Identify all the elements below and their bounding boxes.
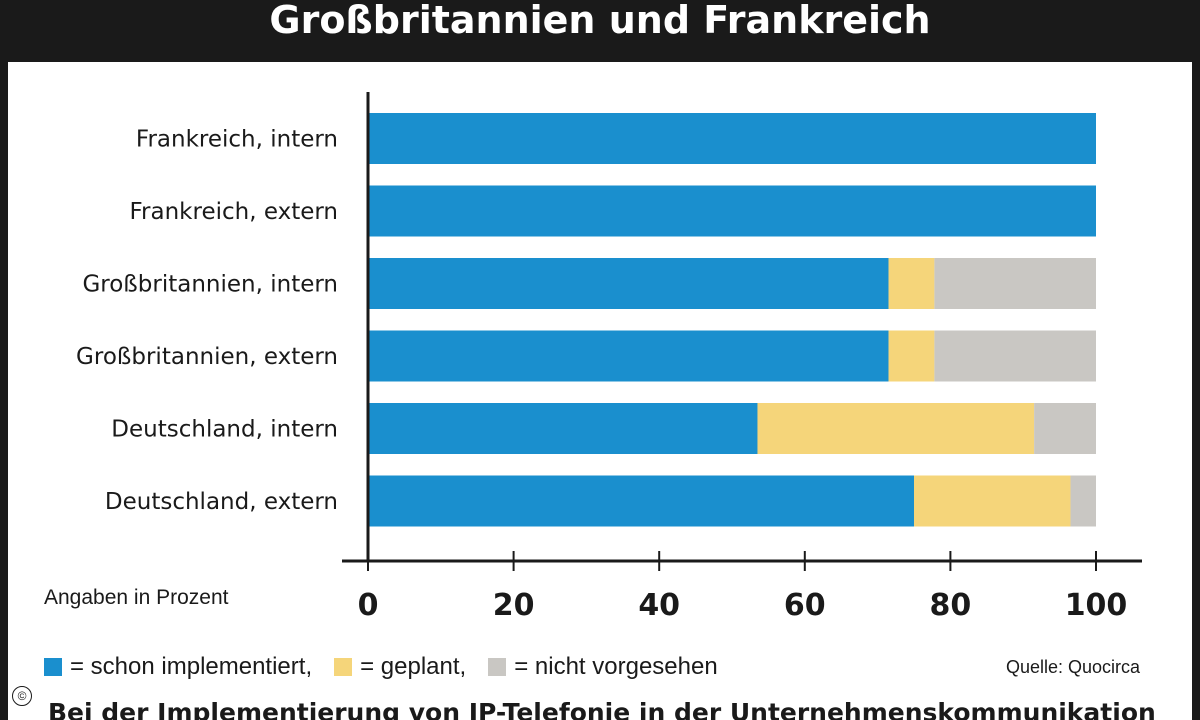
category-label-2: Frankreich, extern: [130, 199, 339, 225]
bar-segment-5-3: [1034, 403, 1096, 454]
legend-label-not-planned: = nicht vorgesehen: [514, 653, 718, 680]
category-label-3: Großbritannien, intern: [82, 272, 338, 298]
caption: Bei der Implementierung von IP-Telefonie…: [48, 698, 1156, 720]
category-label-1: Frankreich, intern: [136, 127, 338, 153]
x-tick-label-6: 100: [1065, 588, 1128, 623]
x-tick-label-5: 80: [930, 588, 972, 623]
bar-segment-6-2: [914, 475, 1071, 527]
bar-segment-6-1: [368, 475, 914, 527]
bar-chart: Frankreich, intern Frankreich, extern Groß…: [76, 92, 1142, 623]
legend-item-planned: = geplant,: [334, 653, 466, 681]
legend-item-implemented: = schon implementiert,: [44, 653, 312, 681]
x-tick-label-2: 20: [493, 588, 535, 623]
bar-segment-4-3: [934, 330, 1096, 382]
bar-segment-3-2: [888, 258, 935, 309]
chart-title: Großbritannien und Frankreich: [0, 0, 1200, 62]
bar-segment-1-1: [368, 113, 1096, 164]
legend-swatch-not-planned: [488, 658, 507, 676]
legend-swatch-planned: [334, 658, 353, 676]
x-tick-label-3: 40: [638, 588, 680, 623]
category-labels: Frankreich, intern Frankreich, extern Groß…: [76, 127, 338, 516]
category-label-4: Großbritannien, extern: [76, 344, 338, 370]
legend: = schon implementiert, = geplant, = nich…: [44, 651, 740, 683]
category-label-5: Deutschland, intern: [111, 417, 338, 443]
x-tick-label-1: 0: [358, 588, 379, 623]
bar-segment-5-2: [757, 403, 1035, 454]
bar-segment-3-3: [934, 258, 1096, 309]
category-label-6: Deutschland, extern: [105, 489, 338, 515]
axis-unit-note: Angaben in Prozent: [44, 586, 229, 609]
x-tick-label-4: 60: [784, 588, 826, 623]
bars-group: [368, 113, 1096, 527]
source-note: Quelle: Quocirca: [1005, 657, 1140, 677]
copyright-icon: ©: [12, 686, 32, 706]
legend-item-not-planned: = nicht vorgesehen: [488, 653, 718, 681]
x-axis-ticks: 0 20 40 60 80 100: [358, 551, 1128, 623]
bar-segment-5-1: [368, 403, 758, 454]
bar-segment-3-1: [368, 258, 889, 309]
bar-segment-6-3: [1070, 475, 1096, 527]
bar-segment-4-1: [368, 330, 889, 382]
chart-panel: Frankreich, intern Frankreich, extern Groß…: [8, 62, 1192, 720]
bar-segment-4-2: [888, 330, 935, 382]
legend-swatch-implemented: [44, 658, 62, 676]
bar-segment-2-1: [368, 185, 1096, 237]
legend-label-planned: = geplant,: [360, 653, 467, 680]
legend-label-implemented: = schon implementiert,: [70, 653, 313, 680]
